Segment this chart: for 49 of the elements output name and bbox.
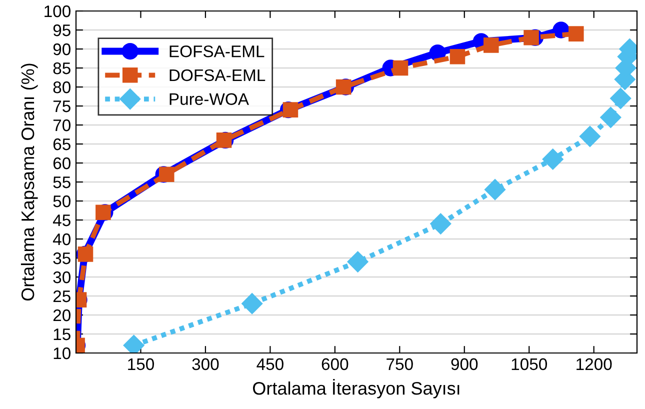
y-tick-label: 70 <box>53 119 70 132</box>
y-tick-label: 40 <box>52 233 70 246</box>
point <box>392 60 408 76</box>
point <box>568 26 584 42</box>
y-tick-label: 35 <box>53 252 70 264</box>
legend-label: Pure-WOA <box>170 93 249 106</box>
y-tick-label: 20 <box>53 309 70 322</box>
x-tick-label: 900 <box>451 358 478 370</box>
point <box>600 106 622 128</box>
x-tick-label: 150 <box>128 358 154 370</box>
y-tick-label: 30 <box>53 271 70 284</box>
x-tick-label: 1200 <box>576 358 612 370</box>
point <box>542 148 564 170</box>
point <box>484 179 506 200</box>
point <box>610 88 632 109</box>
legend-label: DOFSA-EML <box>170 69 266 82</box>
y-tick-label: 65 <box>53 138 70 150</box>
point <box>579 126 600 147</box>
y-tick-label: 45 <box>52 214 70 226</box>
y-tick-label: 90 <box>53 43 70 56</box>
point <box>96 204 111 220</box>
point <box>347 251 368 272</box>
point <box>430 213 452 234</box>
y-tick-label: 55 <box>53 176 70 188</box>
y-tick-label: 80 <box>53 81 70 94</box>
point <box>524 30 539 46</box>
x-tick-label: 1050 <box>512 358 548 370</box>
point <box>282 102 298 118</box>
y-tick-label: 25 <box>53 290 70 302</box>
y-tick-label: 85 <box>53 62 70 74</box>
legend-label: EOFSA-EML <box>170 45 264 58</box>
y-axis-title: Ortalama Kapsama Oranı (%) <box>20 64 38 301</box>
x-tick-label: 450 <box>256 358 284 370</box>
x-tick-label: 600 <box>322 358 348 370</box>
y-tick-label: 10 <box>54 347 70 360</box>
x-axis-title: Ortalama İterasyon Sayısı <box>253 378 460 398</box>
x-tick-label: 750 <box>386 358 413 370</box>
point <box>158 166 174 182</box>
y-tick-label: 95 <box>53 24 70 36</box>
y-tick-label: 75 <box>53 100 70 112</box>
point <box>336 79 352 95</box>
point <box>450 48 466 64</box>
x-tick-label: 300 <box>192 358 219 370</box>
point <box>242 293 263 314</box>
y-tick-label: 100 <box>44 5 70 18</box>
point <box>484 38 499 53</box>
y-tick-label: 15 <box>54 328 70 340</box>
y-tick-label: 60 <box>53 157 70 170</box>
y-tick-label: 50 <box>53 195 70 208</box>
